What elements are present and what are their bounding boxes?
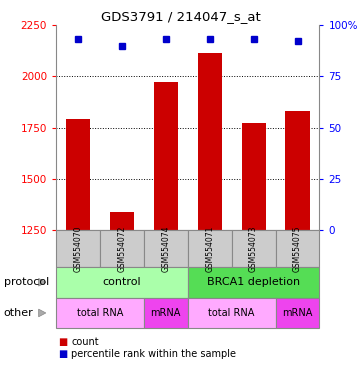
Text: other: other <box>4 308 33 318</box>
Text: GSM554074: GSM554074 <box>161 225 170 272</box>
Text: GSM554073: GSM554073 <box>249 225 258 272</box>
Text: GSM554071: GSM554071 <box>205 225 214 272</box>
Bar <box>66 119 90 230</box>
Text: mRNA: mRNA <box>151 308 181 318</box>
Text: control: control <box>103 277 141 287</box>
Bar <box>286 111 310 230</box>
Text: GSM554070: GSM554070 <box>73 225 82 272</box>
Bar <box>110 212 134 230</box>
Text: protocol: protocol <box>4 277 49 287</box>
Text: mRNA: mRNA <box>282 308 313 318</box>
Text: GSM554075: GSM554075 <box>293 225 302 272</box>
Bar <box>197 53 222 230</box>
Bar <box>242 122 266 230</box>
Text: ■: ■ <box>58 337 67 347</box>
Text: ■: ■ <box>58 349 67 359</box>
Text: count: count <box>71 337 99 347</box>
Bar <box>154 83 178 230</box>
Text: percentile rank within the sample: percentile rank within the sample <box>71 349 236 359</box>
Text: BRCA1 depletion: BRCA1 depletion <box>207 277 300 287</box>
Text: total RNA: total RNA <box>77 308 123 318</box>
Text: GDS3791 / 214047_s_at: GDS3791 / 214047_s_at <box>101 10 260 23</box>
Text: GSM554072: GSM554072 <box>117 225 126 272</box>
Text: total RNA: total RNA <box>208 308 255 318</box>
